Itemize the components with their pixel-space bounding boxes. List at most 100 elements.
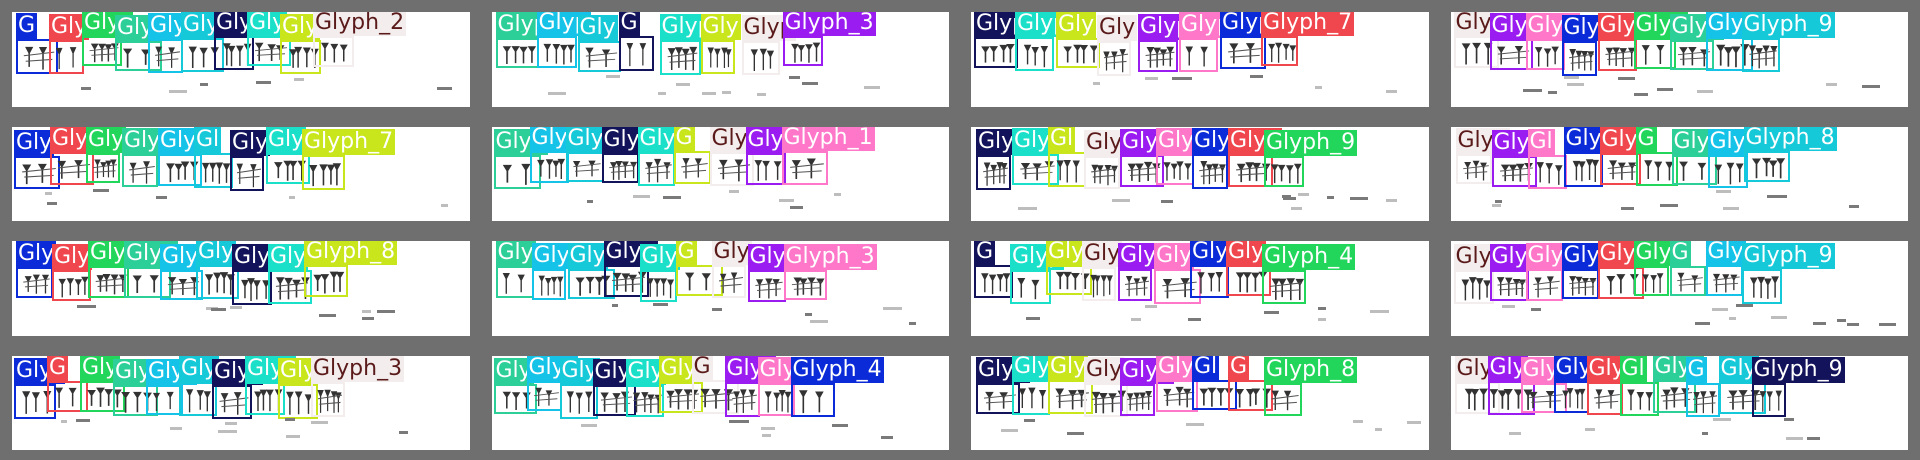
noise-mark [1314, 85, 1322, 89]
noise-mark [789, 75, 800, 79]
glyph-bounding-box [1751, 382, 1786, 417]
cuneiform-glyph-icon [1626, 388, 1653, 411]
cuneiform-glyph-icon [753, 159, 781, 181]
glyph-bounding-box [304, 265, 348, 297]
glyph-bounding-box [747, 270, 786, 302]
cuneiform-glyph-icon [1063, 44, 1099, 64]
noise-mark [1386, 90, 1397, 94]
cuneiform-glyph-icon [313, 271, 345, 294]
glyph-class-label: Gly [1563, 126, 1604, 152]
cuneiform-glyph-icon [718, 272, 743, 294]
noise-mark [293, 78, 304, 82]
cuneiform-glyph-icon [536, 158, 565, 179]
cuneiform-glyph-icon [1090, 274, 1113, 298]
noise-mark [1318, 318, 1327, 322]
cuneiform-glyph-icon [1692, 390, 1717, 413]
cuneiform-glyph-icon [204, 272, 235, 295]
glyph-bounding-box [313, 36, 354, 67]
glyph-class-label: Gly [1192, 127, 1233, 154]
glyph-bounding-box [148, 39, 183, 73]
glyph-class-label: Gly [1082, 241, 1123, 267]
cuneiform-glyph-icon [981, 43, 1015, 63]
glyph-class-label: Gl [194, 126, 222, 153]
glyph-bounding-box [1671, 154, 1717, 185]
cuneiform-glyph-icon [1461, 42, 1493, 65]
noise-mark [1585, 428, 1596, 432]
noise-mark [1722, 207, 1739, 211]
noise-mark [810, 320, 829, 324]
glyph-bounding-box [1010, 270, 1051, 304]
noise-mark [1878, 322, 1897, 326]
noise-mark [1696, 90, 1714, 94]
noise-mark [1728, 316, 1736, 320]
cuneiform-glyph-icon [1749, 276, 1779, 299]
glyph-bounding-box [194, 152, 233, 188]
cuneiform-glyph-icon [1715, 44, 1749, 68]
noise-mark [729, 190, 739, 194]
glyph-class-label: Glyph_9 [1741, 12, 1835, 38]
glyph-bounding-box [709, 151, 754, 186]
noise-mark [547, 92, 567, 96]
glyph-class-label: Gl [1527, 128, 1555, 155]
cuneiform-glyph-icon [764, 389, 791, 412]
cuneiform-glyph-icon [1461, 277, 1491, 301]
glyph-class-label: Glyph_7 [302, 128, 396, 155]
glyph-bounding-box [1453, 270, 1494, 304]
cuneiform-glyph-icon [58, 276, 89, 298]
glyph-class-label: Gly [52, 244, 93, 270]
cuneiform-glyph-icon [789, 158, 824, 179]
glyph-class-label: Gly [976, 128, 1017, 155]
detection-panel: Gly Glyp Gly Glyp Gly Gly G Glyp Gly Glyph_4 [483, 347, 957, 456]
noise-mark [361, 316, 374, 320]
noise-mark [1375, 427, 1382, 431]
noise-mark [1317, 306, 1326, 310]
glyph-class-label: Glyph_9 [1751, 356, 1845, 383]
glyph-bounding-box [781, 150, 828, 185]
cuneiform-glyph-icon [286, 390, 313, 415]
noise-mark [440, 203, 448, 207]
cuneiform-glyph-icon [502, 391, 531, 410]
glyph-bounding-box [1192, 153, 1228, 189]
glyph-class-label: Gly [1671, 128, 1712, 155]
cuneiform-glyph-icon [317, 389, 343, 413]
glyph-bounding-box [639, 270, 677, 302]
noise-mark [361, 309, 371, 313]
noise-mark [1145, 304, 1158, 308]
glyph-class-label: Gly [1633, 241, 1674, 266]
glyph-bounding-box [1563, 151, 1603, 187]
glyph-bounding-box [493, 383, 537, 414]
cuneiform-glyph-icon [23, 46, 55, 70]
glyph-bounding-box [1561, 41, 1597, 76]
cuneiform-glyph-icon [1676, 272, 1703, 293]
glyph-bounding-box [124, 267, 171, 298]
cuneiform-glyph-icon [1643, 159, 1673, 181]
glyph-bounding-box [1633, 38, 1676, 69]
noise-mark [1161, 199, 1173, 203]
cuneiform-glyph-icon [1568, 276, 1596, 296]
glyph-bounding-box [493, 154, 541, 189]
detection-panel: Gly Gly Gly Glyp Gly Gly Glyp Gly Glyph_8 [4, 233, 478, 342]
glyph-bounding-box [536, 36, 577, 68]
glyph-bounding-box [160, 270, 203, 300]
glyph-class-label: Gly [1525, 243, 1566, 269]
noise-mark [1131, 318, 1141, 322]
glyph-class-label: Gly [1453, 244, 1494, 270]
glyph-bounding-box [1156, 153, 1194, 185]
glyph-bounding-box [1561, 269, 1599, 299]
noise-mark [1825, 83, 1838, 87]
glyph-bounding-box [711, 265, 746, 298]
glyph-class-label: Gly [1118, 243, 1159, 269]
cuneiform-glyph-icon [1678, 161, 1706, 181]
noise-mark [1771, 316, 1787, 320]
noise-mark [1633, 92, 1649, 96]
cuneiform-glyph-icon [1055, 388, 1089, 409]
glyph-bounding-box [1012, 153, 1059, 185]
glyph-bounding-box [1455, 153, 1492, 184]
glyph-class-label: Gly [86, 126, 127, 153]
noise-mark [60, 419, 68, 423]
cuneiform-glyph-icon [1124, 275, 1150, 297]
detection-panel: Gly Glyp Gl Glyp Gly Gly Gly Glyp Glyph_9 [963, 118, 1437, 227]
glyph-class-label: Gly [1597, 13, 1638, 39]
glyph-bounding-box [212, 384, 252, 419]
noise-mark [1171, 77, 1192, 81]
